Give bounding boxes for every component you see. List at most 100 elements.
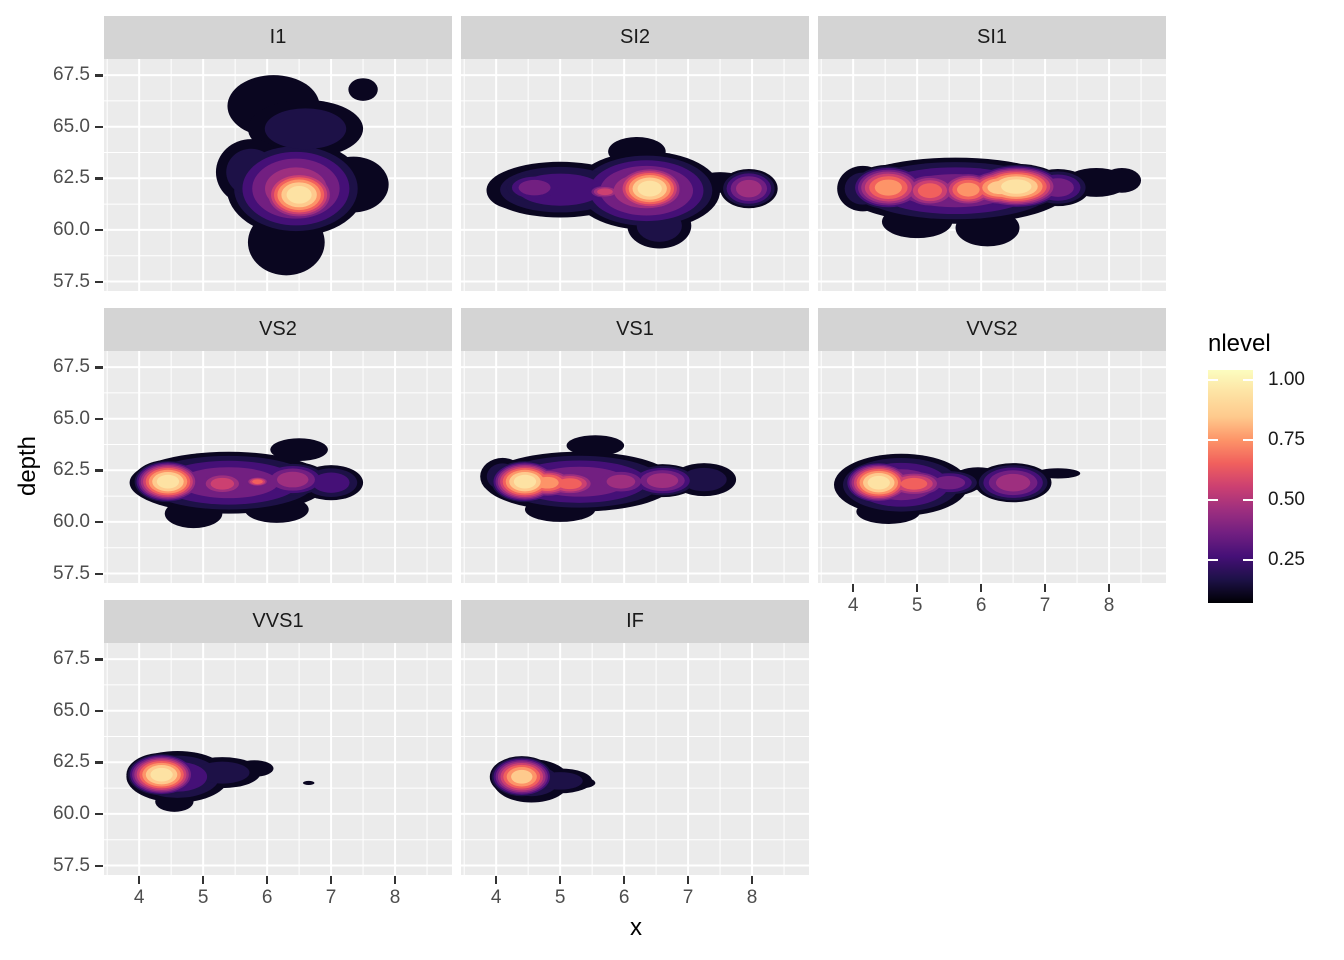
legend-tick-mark (1208, 499, 1218, 501)
facet-strip-label: VVS2 (966, 318, 1018, 340)
y-tick-mark (95, 228, 103, 232)
contour-level-4 (735, 179, 762, 198)
legend-label: 0.25 (1268, 548, 1305, 570)
facet-panel-vvs1 (104, 643, 452, 875)
y-tick-label: 57.5 (53, 854, 90, 876)
contour-level-1 (681, 467, 727, 492)
contour-level-3 (518, 179, 551, 196)
x-tick-mark (265, 876, 269, 884)
y-tick-mark (95, 658, 103, 661)
contour-level-5 (597, 188, 613, 196)
facet-strip-vs2: VS2 (104, 308, 452, 351)
facet-panel-si2 (461, 59, 809, 291)
y-tick-mark (95, 469, 103, 472)
y-tick-label: 62.5 (53, 459, 90, 481)
contour-level-7 (536, 476, 559, 489)
legend-tick-mark (1243, 499, 1253, 501)
x-tick-label: 6 (261, 887, 273, 908)
contour-level-6 (557, 478, 582, 490)
x-axis-title: x (630, 914, 642, 941)
x-tick-mark (851, 584, 855, 592)
contour-level-4 (276, 471, 309, 488)
density-contours (833, 453, 1081, 524)
contour-level-2 (312, 472, 350, 493)
x-tick-mark (137, 876, 141, 884)
contour-level-9 (156, 474, 180, 489)
facet-strip-vs1: VS1 (461, 308, 809, 351)
y-tick-mark (95, 864, 103, 867)
contour-level-9 (867, 475, 890, 490)
contour-level-9 (1001, 179, 1032, 194)
facet-strip-i1: I1 (104, 16, 452, 59)
y-tick-mark (95, 177, 103, 180)
density-contours (837, 157, 1142, 247)
facet-strip-label: SI2 (619, 26, 651, 48)
y-tick-mark (95, 520, 103, 524)
contour-level-9 (150, 767, 173, 782)
y-tick-label: 67.5 (53, 648, 90, 670)
density-contours (486, 137, 778, 249)
legend-tick-mark (1243, 379, 1253, 382)
x-tick-mark (494, 876, 498, 884)
y-tick-mark (95, 280, 103, 283)
y-tick-label: 67.5 (53, 64, 90, 86)
y-tick-label: 62.5 (53, 167, 90, 189)
facet-strip-si1: SI1 (818, 16, 1166, 59)
facet-panel-vs1 (461, 351, 809, 583)
x-tick-label: 6 (975, 595, 987, 616)
facet-strip-label: I1 (269, 26, 287, 48)
legend-label: 1.00 (1268, 369, 1305, 391)
contour-level-9 (637, 180, 662, 197)
y-axis-title: depth (14, 435, 41, 497)
contour-level-7 (874, 179, 902, 196)
y-tick-mark (95, 417, 103, 421)
facet-strip-label: VVS1 (252, 610, 304, 632)
y-tick-label: 57.5 (53, 562, 90, 584)
y-tick-mark (95, 761, 103, 764)
y-tick-label: 67.5 (53, 356, 90, 378)
contour-level-4 (606, 474, 636, 489)
facet-panel-if (461, 643, 809, 875)
contour-level-4 (646, 473, 679, 489)
legend-label: 0.75 (1268, 428, 1305, 450)
x-tick-label: 4 (847, 595, 859, 616)
facet-panel-vs2 (104, 351, 452, 583)
legend-title: nlevel (1208, 330, 1271, 357)
y-tick-label: 60.0 (53, 218, 90, 240)
x-tick-mark (1043, 584, 1047, 592)
contour-level-6 (917, 183, 943, 199)
contour-level-0 (1035, 468, 1081, 479)
legend-tick-mark (1208, 379, 1218, 382)
x-tick-mark (1107, 584, 1111, 592)
legend-tick-mark (1208, 438, 1218, 441)
x-tick-mark (201, 876, 205, 884)
contour-level-9 (513, 474, 537, 489)
contour-level-1 (195, 761, 250, 784)
y-tick-mark (95, 74, 103, 77)
facet-panel-i1 (104, 59, 452, 291)
density-contours (129, 438, 364, 529)
x-tick-label: 5 (554, 887, 566, 908)
x-tick-mark (915, 584, 919, 592)
y-tick-mark (95, 572, 103, 575)
x-tick-mark (558, 876, 562, 884)
y-tick-mark (95, 709, 103, 713)
facet-strip-vvs2: VVS2 (818, 308, 1166, 351)
facet-strip-label: VS1 (616, 318, 654, 340)
facet-strip-label: SI1 (976, 26, 1008, 48)
y-tick-label: 65.0 (53, 699, 90, 721)
facet-strip-si2: SI2 (461, 16, 809, 59)
facet-panel-si1 (818, 59, 1166, 291)
contour-level-8 (511, 769, 533, 784)
x-tick-label: 6 (618, 887, 630, 908)
x-tick-label: 4 (133, 887, 145, 908)
x-tick-mark (329, 876, 333, 884)
x-tick-label: 7 (1039, 595, 1051, 616)
x-tick-label: 5 (911, 595, 923, 616)
y-tick-label: 60.0 (53, 510, 90, 532)
contour-level-0 (270, 438, 328, 462)
facet-strip-if: IF (461, 600, 809, 643)
x-tick-label: 7 (325, 887, 337, 908)
y-tick-label: 57.5 (53, 270, 90, 292)
